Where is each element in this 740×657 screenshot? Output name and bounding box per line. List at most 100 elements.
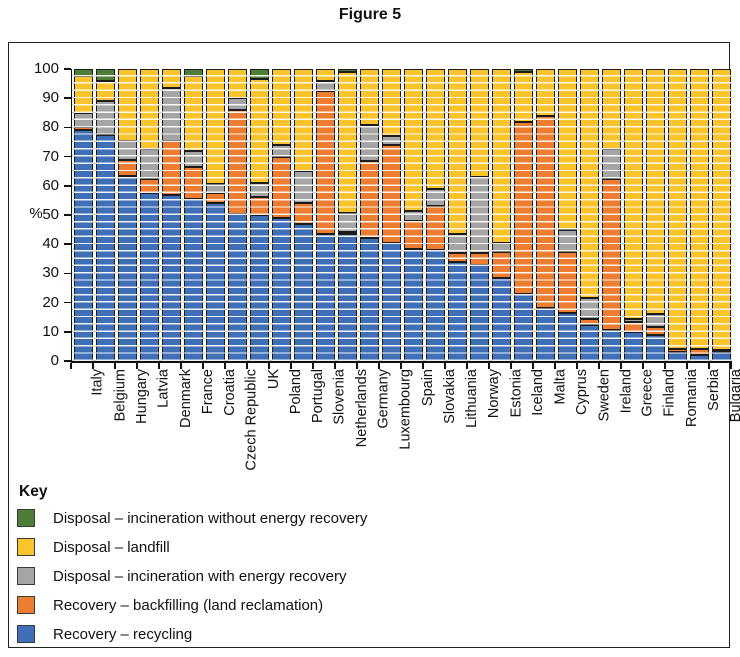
y-tick [64, 126, 71, 129]
segment-incineration-with-energy [227, 98, 247, 110]
y-tick-label: 0 [50, 352, 59, 369]
y-tick-label: 40 [42, 235, 59, 253]
y-tick [64, 272, 71, 275]
segment-recycling [293, 223, 313, 361]
bar-stack [359, 69, 379, 361]
segment-backfilling [73, 127, 93, 131]
segment-backfilling [513, 121, 533, 294]
bar-stack [183, 69, 203, 361]
x-tick [290, 363, 292, 369]
segment-incineration-with-energy [95, 101, 115, 135]
bar-stack [689, 69, 709, 361]
segment-landfill [667, 69, 687, 350]
bar-stack [139, 69, 159, 361]
segment-incineration-without-energy [337, 69, 357, 72]
segment-landfill [447, 69, 467, 235]
bar-sweden [578, 69, 600, 361]
country-label: Serbia [706, 369, 722, 411]
segment-backfilling [205, 193, 225, 204]
segment-backfilling [579, 318, 599, 325]
y-tick [64, 301, 71, 304]
country-label: Italy [90, 369, 106, 396]
y-tick [64, 185, 71, 187]
bar-stack [293, 69, 313, 361]
segment-backfilling [447, 252, 467, 262]
segment-incineration-with-energy [139, 149, 159, 179]
country-label: Finland [662, 369, 678, 417]
segment-recycling [271, 217, 291, 361]
segment-recycling [95, 134, 115, 361]
segment-landfill [601, 69, 621, 150]
segment-incineration-with-energy [249, 182, 269, 198]
bar-stack [513, 69, 533, 361]
bar-stack [447, 69, 467, 361]
segment-recycling [601, 330, 621, 361]
country-label: Slovenia [332, 369, 348, 425]
bar-stack [491, 69, 511, 361]
segment-recycling [381, 242, 401, 361]
country-label: Czech Republic [244, 369, 260, 471]
segment-backfilling [381, 144, 401, 243]
bar-italy [72, 69, 94, 361]
country-label: Romania [684, 369, 700, 428]
x-tick [708, 363, 710, 369]
bar-cyprus [556, 69, 578, 361]
segment-incineration-with-energy [491, 242, 511, 252]
segment-backfilling [403, 220, 423, 249]
legend-label: Disposal – incineration with energy reco… [53, 568, 347, 585]
bar-iceland [512, 69, 534, 361]
segment-incineration-without-energy [183, 69, 203, 77]
bar-stack [403, 69, 423, 361]
y-tick [64, 243, 71, 245]
segment-recycling [161, 194, 181, 361]
x-tick [554, 363, 556, 369]
segment-recycling [513, 293, 533, 361]
segment-landfill [513, 71, 533, 122]
country-label: Malta [552, 369, 568, 405]
country-label: Norway [486, 369, 502, 419]
x-tick [334, 363, 336, 369]
segment-recycling [359, 238, 379, 361]
segment-recycling [711, 352, 731, 361]
country-label: UK [266, 369, 282, 390]
bar-spain [402, 69, 424, 361]
segment-incineration-with-energy [205, 184, 225, 194]
segment-landfill [425, 69, 445, 189]
segment-backfilling [359, 161, 379, 239]
chart-frame: % 0 10 20 30 40 50 60 70 80 90 100 Italy Belgium Hun… [8, 42, 740, 648]
country-label: Slovakia [442, 369, 458, 424]
bar-stack [337, 69, 357, 361]
x-tick [356, 363, 358, 369]
x-tick [664, 363, 666, 369]
segment-landfill [557, 69, 577, 230]
bar-ireland [600, 69, 622, 361]
x-tick [422, 363, 424, 369]
country-label: Hungary [134, 369, 150, 424]
segment-incineration-with-energy [447, 234, 467, 253]
bar-stack [667, 69, 687, 361]
segment-incineration-with-energy [183, 150, 203, 167]
legend-label: Recovery – recycling [53, 626, 193, 643]
x-tick [312, 363, 314, 369]
segment-recycling [579, 324, 599, 361]
segment-incineration-with-energy [293, 171, 313, 204]
legend-label: Recovery – backfilling (land reclamation… [53, 597, 324, 614]
legend-swatch-backfilling [17, 596, 35, 614]
x-tick [400, 363, 402, 369]
country-label: Poland [288, 369, 304, 415]
bar-poland [270, 69, 292, 361]
segment-recycling [183, 198, 203, 361]
y-tick-label: 90 [42, 89, 59, 107]
bar-stack [381, 69, 401, 361]
country-label: Sweden [596, 369, 612, 422]
bar-stack [469, 69, 489, 361]
segment-recycling [557, 312, 577, 361]
segment-backfilling [183, 166, 203, 199]
country-label: Bulgaria [728, 369, 740, 423]
bar-germany [358, 69, 380, 361]
bar-estonia [490, 69, 512, 361]
x-tick [224, 363, 226, 369]
bar-stack [117, 69, 137, 361]
bar-serbia [688, 69, 710, 361]
country-label: Germany [376, 369, 392, 429]
